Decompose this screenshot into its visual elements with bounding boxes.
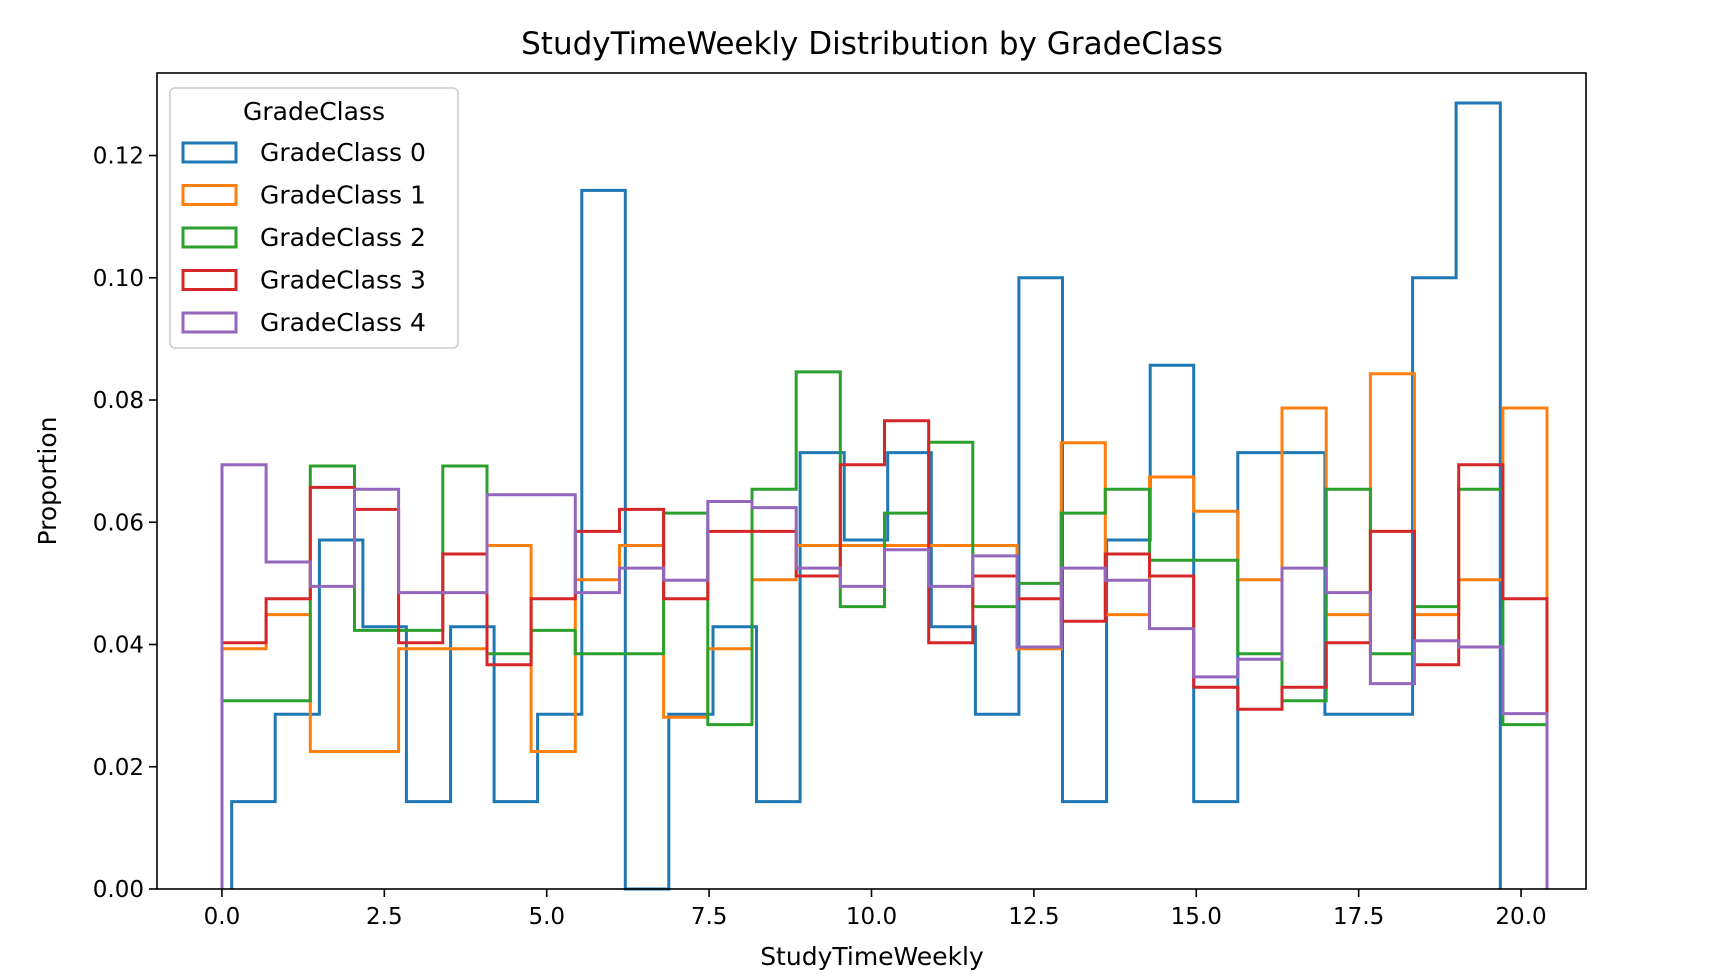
y-tick-label: 0.06 (93, 510, 144, 536)
series-step-line-4 (220, 463, 1549, 889)
legend-swatch (181, 184, 238, 206)
legend-label: GradeClass 1 (260, 181, 426, 210)
legend-label: GradeClass 4 (260, 308, 426, 337)
y-axis: 0.00 0.02 0.04 0.06 0.08 0.10 0.12 (93, 144, 157, 903)
y-tick-label: 0.12 (93, 144, 144, 170)
y-tick-label: 0.10 (93, 266, 144, 292)
x-axis-label: StudyTimeWeekly (760, 942, 984, 971)
x-tick-label: 2.5 (366, 904, 403, 930)
series-step-line-2 (220, 370, 1549, 889)
x-tick-label: 10.0 (846, 904, 897, 930)
series-step-line-0 (230, 101, 1502, 891)
x-tick-label: 0.0 (204, 904, 241, 930)
x-axis: 0.0 2.5 5.0 7.5 10.0 12.5 15.0 17.5 20.0 (204, 889, 1547, 930)
y-tick-label: 0.00 (93, 877, 144, 903)
series-step-line-3 (220, 419, 1549, 889)
y-tick-label: 0.08 (93, 388, 144, 414)
x-tick-label: 12.5 (1008, 904, 1059, 930)
legend-swatch (181, 269, 238, 291)
y-tick-label: 0.02 (93, 755, 144, 781)
legend-title: GradeClass (243, 97, 385, 126)
series-step-line-1 (220, 372, 1549, 889)
plot-area (220, 101, 1549, 891)
legend-label: GradeClass 2 (260, 223, 426, 252)
legend-label: GradeClass 3 (260, 266, 426, 295)
chart-title: StudyTimeWeekly Distribution by GradeCla… (521, 26, 1223, 62)
y-tick-label: 0.04 (93, 633, 144, 659)
legend-box (169, 87, 459, 349)
x-tick-label: 5.0 (528, 904, 565, 930)
y-axis-label: Proportion (33, 417, 62, 546)
legend-label: GradeClass 0 (260, 138, 426, 167)
x-tick-label: 15.0 (1171, 904, 1222, 930)
legend-swatch (181, 311, 238, 334)
x-tick-label: 17.5 (1333, 904, 1384, 930)
legend-entries: GradeClass 0 GradeClass 1 GradeClass 2 Grad… (181, 138, 426, 337)
legend-swatch (181, 141, 238, 164)
legend-swatch (181, 226, 238, 249)
x-tick-label: 7.5 (691, 904, 728, 930)
x-tick-label: 20.0 (1495, 904, 1546, 930)
